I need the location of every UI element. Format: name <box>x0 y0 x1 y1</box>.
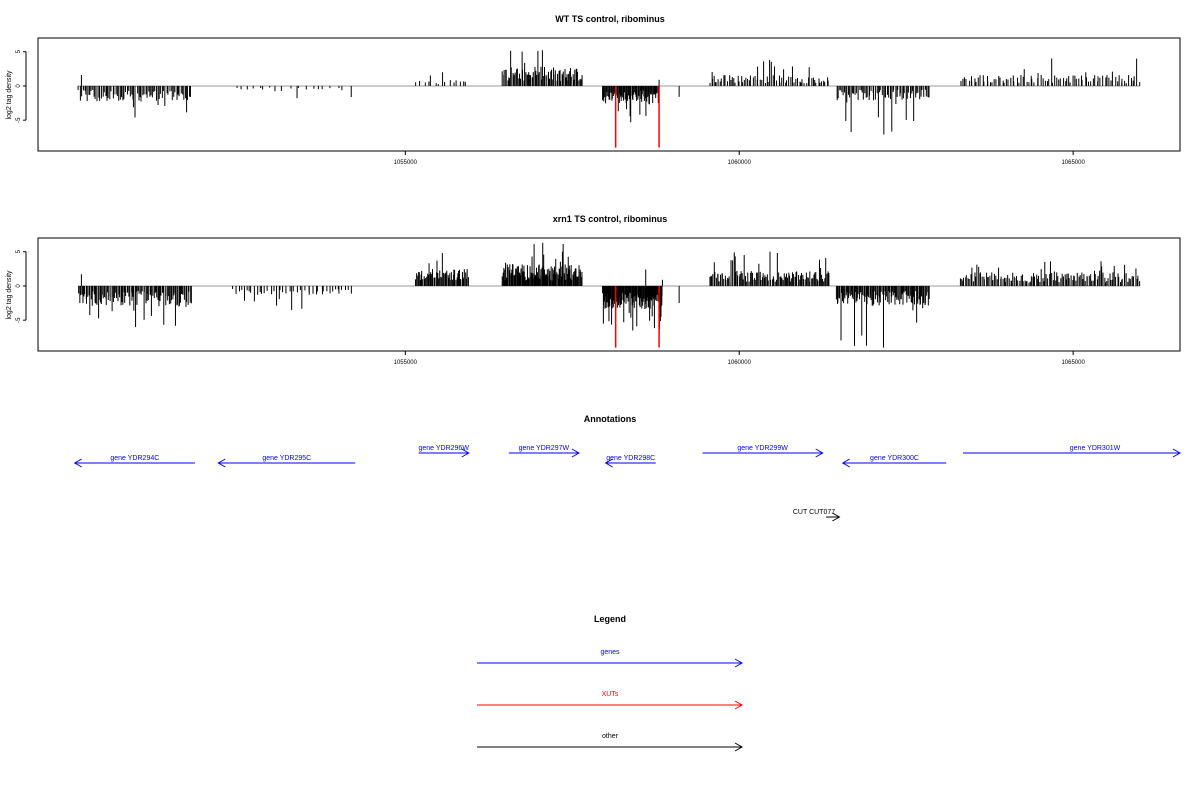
wt-x-axis: 1055000 1060000 1065000 <box>394 150 1085 166</box>
x-tick-label: 1055000 <box>394 360 418 366</box>
gene-feature: gene YDR294C <box>73 455 195 468</box>
gene-feature: gene YDR295C <box>217 455 356 468</box>
wt-track-panel: WT TS control, ribominus log2 tag densit… <box>6 14 1181 166</box>
y-tick-label: -5 <box>16 117 22 123</box>
wt-y-axis-label: log2 tag density <box>6 70 13 120</box>
xrn1-signal-bars <box>78 242 1141 348</box>
legend-title: Legend <box>594 614 626 624</box>
legend-label: genes <box>600 649 620 656</box>
other-label: CUT CUT077 <box>793 509 835 516</box>
y-tick-label: 5 <box>16 49 22 53</box>
gene-feature: gene YDR296W <box>418 445 470 458</box>
gene-arrow-arrowhead <box>604 458 613 468</box>
legend-label: other <box>602 733 619 740</box>
y-tick-label: 0 <box>16 84 22 88</box>
xrn1-y-axis-label: log2 tag density <box>6 270 13 320</box>
gene-label: gene YDR299W <box>737 445 788 452</box>
legend-item: other <box>477 733 744 752</box>
gene-label: gene YDR297W <box>519 445 570 452</box>
xrn1-track-panel: xrn1 TS control, ribominus log2 tag dens… <box>6 214 1181 366</box>
wt-y-axis: 5 0 -5 <box>16 49 27 123</box>
xrn1-x-axis: 1055000 1060000 1065000 <box>394 350 1085 366</box>
gene-arrow-arrowhead <box>571 448 580 458</box>
y-tick-label: -5 <box>16 317 22 323</box>
gene-arrow-arrowhead <box>841 458 850 468</box>
xrn1-y-axis: 5 0 -5 <box>16 249 27 323</box>
gene-arrow-arrowhead <box>815 448 824 458</box>
gene-label: gene YDR294C <box>110 455 159 462</box>
x-tick-label: 1060000 <box>728 160 752 166</box>
legend-arrow-arrowhead <box>734 700 744 710</box>
gene-feature: gene YDR298C <box>604 455 656 468</box>
gene-arrow-arrowhead <box>73 458 82 468</box>
wt-signal-bars <box>77 50 1141 148</box>
gene-feature: gene YDR301W <box>962 445 1182 458</box>
gene-label: gene YDR295C <box>262 455 311 462</box>
legend-arrow-arrowhead <box>734 658 744 668</box>
gene-label: gene YDR301W <box>1070 445 1121 452</box>
x-tick-label: 1060000 <box>728 360 752 366</box>
y-tick-label: 5 <box>16 249 22 253</box>
annotations-title: Annotations <box>584 414 637 424</box>
other-arrow-arrowhead <box>832 512 841 522</box>
gene-feature: gene YDR297W <box>508 445 580 458</box>
legend-arrow-arrowhead <box>734 742 744 752</box>
y-tick-label: 0 <box>16 284 22 288</box>
legend-item: XUTs <box>477 691 744 710</box>
xrn1-track-title: xrn1 TS control, ribominus <box>553 214 668 224</box>
x-tick-label: 1065000 <box>1061 360 1085 366</box>
annotation-features: gene YDR294C gene YDR295C gene YDR296W gene… <box>73 445 1182 522</box>
gene-feature: gene YDR300C <box>841 455 947 468</box>
gene-feature: gene YDR299W <box>702 445 824 458</box>
gene-label: gene YDR298C <box>606 455 655 462</box>
gene-label: gene YDR300C <box>870 455 919 462</box>
annotations-track: Annotations gene YDR294C gene YDR295Cgene… <box>73 414 1182 522</box>
other-feature: CUT CUT077 <box>793 509 841 522</box>
gene-arrow-arrowhead <box>217 458 226 468</box>
wt-track-title: WT TS control, ribominus <box>555 14 665 24</box>
legend: Legend genes XUTs other <box>477 614 744 752</box>
gene-label: gene YDR296W <box>418 445 469 452</box>
legend-items: genes XUTs other <box>477 649 744 752</box>
x-tick-label: 1055000 <box>394 160 418 166</box>
gene-arrow-arrowhead <box>461 448 470 458</box>
gene-arrow-arrowhead <box>1172 448 1182 458</box>
x-tick-label: 1065000 <box>1061 160 1085 166</box>
legend-label: XUTs <box>602 691 619 698</box>
legend-item: genes <box>477 649 744 668</box>
